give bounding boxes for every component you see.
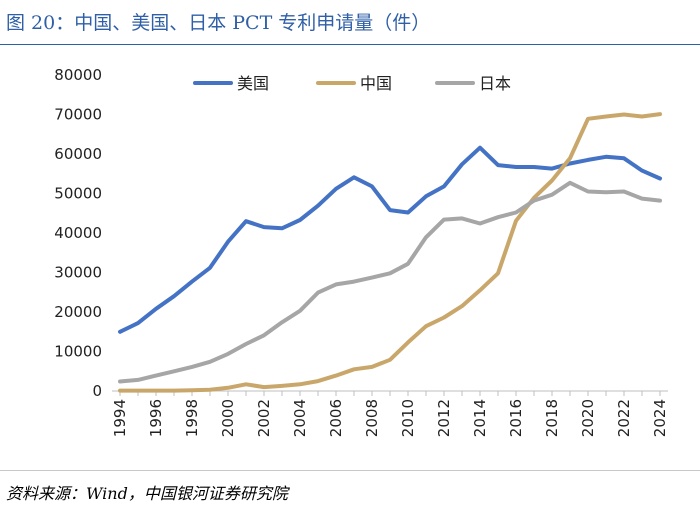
y-tick-label: 40000 xyxy=(54,224,102,242)
y-tick-label: 50000 xyxy=(54,185,102,203)
x-axis: 1994 1996 1998 2000 2002 2004 2006 2008 2010 2012… xyxy=(111,390,669,437)
x-tick-label: 2022 xyxy=(615,399,633,437)
y-tick-label: 60000 xyxy=(54,145,102,163)
series-line-中国 xyxy=(118,112,662,393)
x-tick-label: 2004 xyxy=(291,399,309,437)
y-tick-label: 0 xyxy=(92,382,102,400)
x-tick-label: 2014 xyxy=(471,399,489,437)
source-note: 资料来源：Wind，中国银河证券研究院 xyxy=(6,484,288,503)
y-tick-label: 20000 xyxy=(54,303,102,321)
x-tick-label: 1996 xyxy=(147,399,165,437)
x-tick-label: 2020 xyxy=(579,399,597,437)
x-tick-label: 1994 xyxy=(111,399,129,437)
title-divider xyxy=(0,44,700,45)
x-tick-label: 2008 xyxy=(363,399,381,437)
legend-label: 美国 xyxy=(237,74,269,93)
legend: 美国 中国 日本 xyxy=(193,74,511,93)
x-tick-label: 2012 xyxy=(435,399,453,437)
series-lines xyxy=(118,112,662,393)
series-line-美国 xyxy=(118,145,662,334)
y-tick-label: 80000 xyxy=(54,66,102,84)
y-axis: 0 10000 20000 30000 40000 50000 60000 70000 8000… xyxy=(54,66,102,400)
y-tick-label: 70000 xyxy=(54,106,102,124)
x-tick-label: 2016 xyxy=(507,399,525,437)
x-tick-label: 2010 xyxy=(399,399,417,437)
x-tick-label: 1998 xyxy=(183,399,201,437)
x-tick-label: 2018 xyxy=(543,399,561,437)
y-tick-label: 10000 xyxy=(54,343,102,361)
x-tick-label: 2000 xyxy=(219,399,237,437)
source-divider xyxy=(0,470,700,471)
legend-label: 日本 xyxy=(479,74,511,93)
x-tick-label: 2002 xyxy=(255,399,273,437)
chart-title: 图 20：中国、美国、日本 PCT 专利申请量（件） xyxy=(6,12,431,34)
x-tick-label: 2006 xyxy=(327,399,345,437)
y-tick-label: 30000 xyxy=(54,264,102,282)
x-tick-label: 2024 xyxy=(651,399,669,437)
legend-label: 中国 xyxy=(360,74,392,93)
series-line-日本 xyxy=(118,180,662,384)
line-chart: 0 10000 20000 30000 40000 50000 60000 70000 8000… xyxy=(54,66,669,437)
